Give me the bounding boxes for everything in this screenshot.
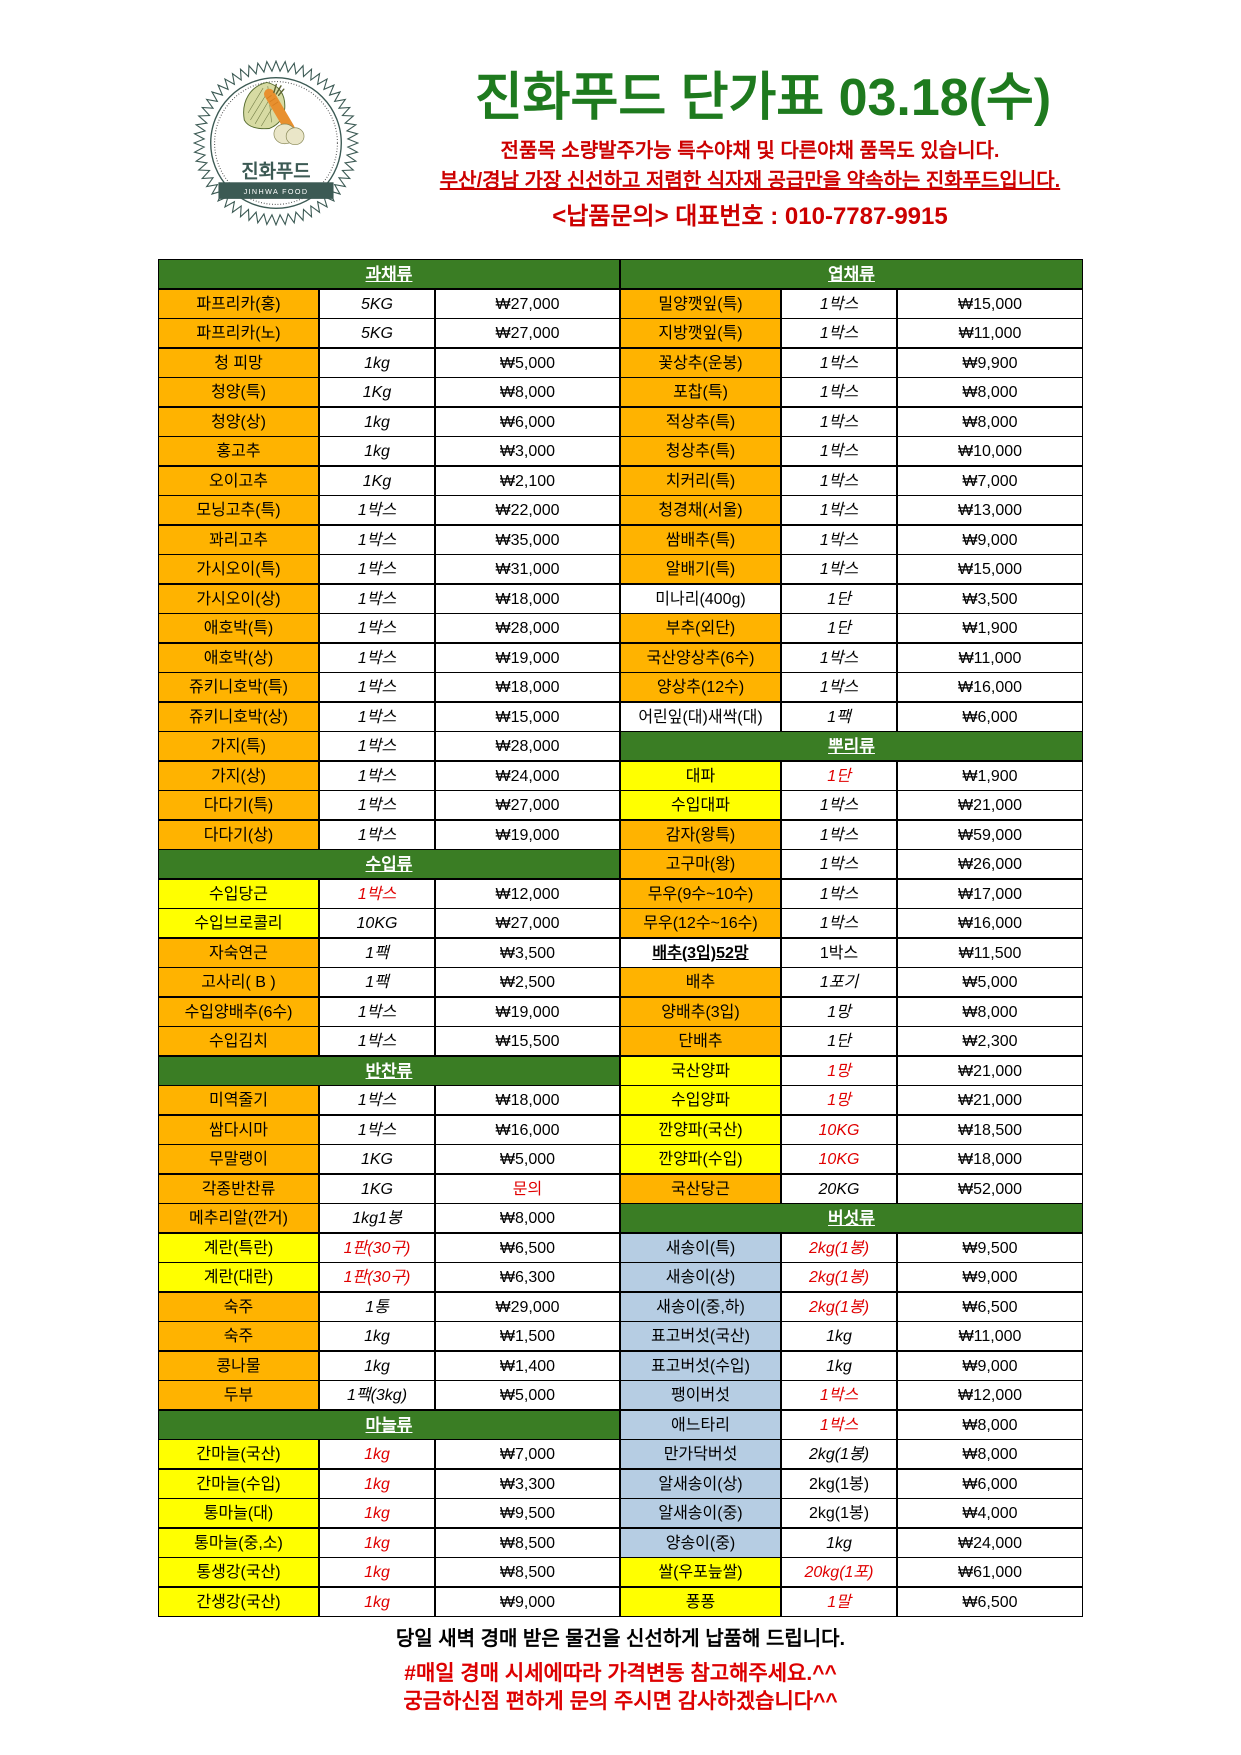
svg-text:진화푸드: 진화푸드	[241, 160, 310, 181]
svg-text:JINHWA FOOD: JINHWA FOOD	[244, 187, 309, 196]
